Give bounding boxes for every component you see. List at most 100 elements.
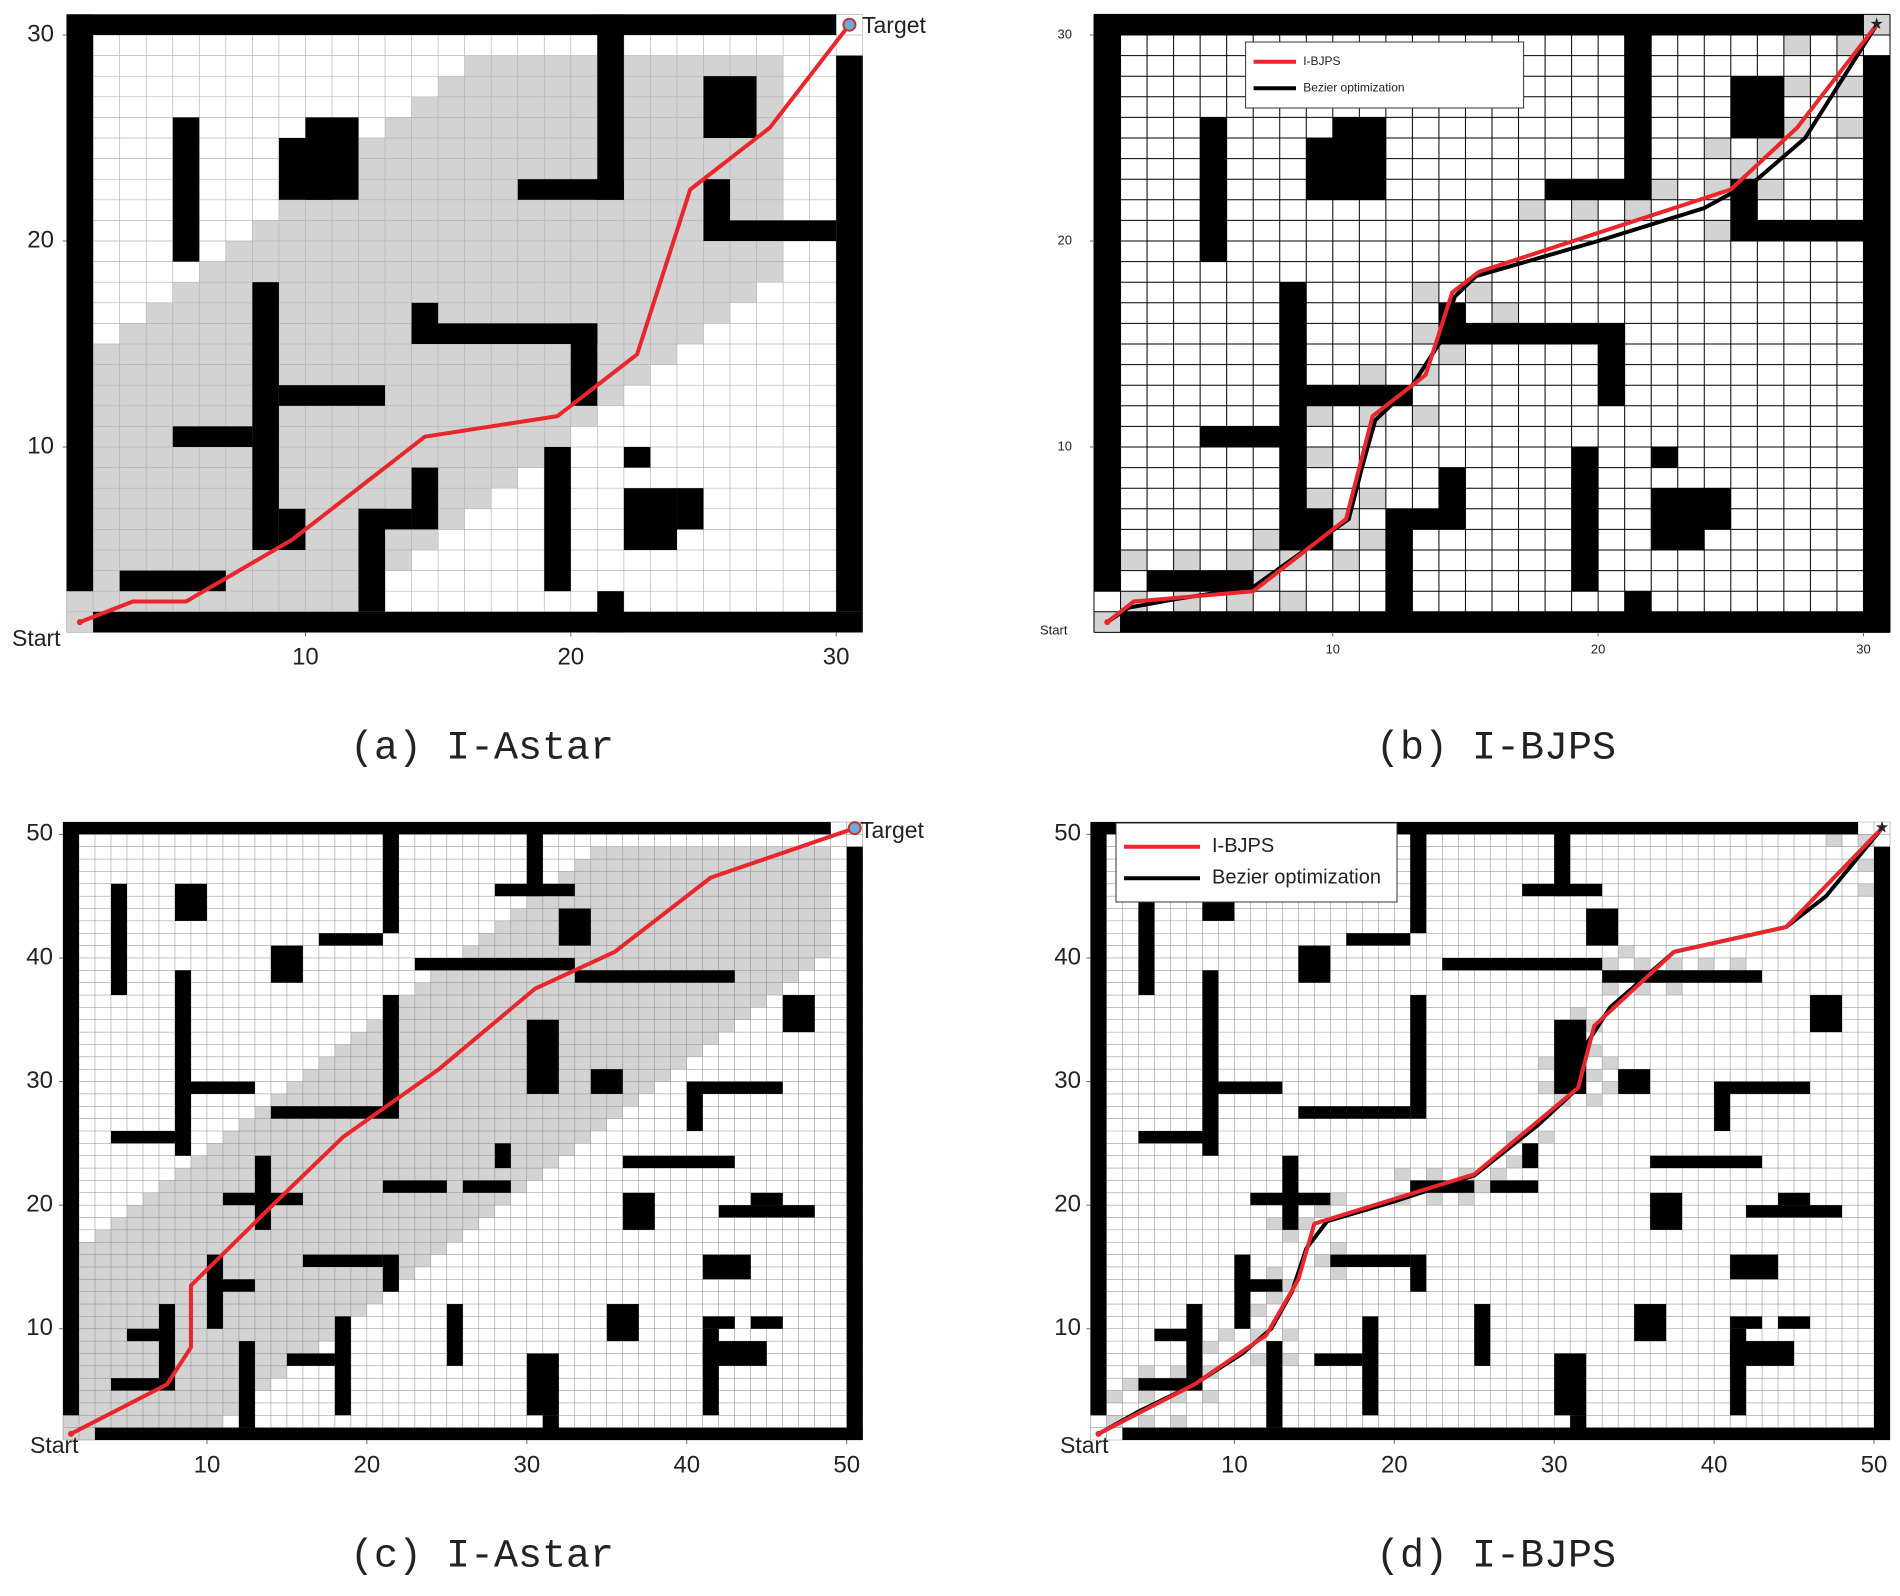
explored-cell — [766, 945, 783, 958]
explored-cell — [718, 846, 735, 860]
path-line — [1097, 826, 1884, 1436]
obstacle — [494, 1143, 511, 1169]
explored-cell — [142, 1217, 159, 1230]
explored-cell — [597, 220, 624, 241]
target-marker — [842, 17, 857, 32]
obstacle — [414, 957, 575, 971]
y-tick-label: 40 — [26, 943, 53, 970]
explored-cell — [305, 550, 332, 571]
explored-cell — [670, 933, 687, 946]
target-marker: ★ — [1875, 819, 1889, 836]
explored-cell — [558, 1007, 575, 1020]
explored-cell — [1282, 1328, 1299, 1342]
explored-cell — [302, 1192, 319, 1206]
obstacle — [278, 385, 386, 406]
explored-cell — [734, 982, 751, 996]
y-tick-label: 10 — [1058, 438, 1072, 453]
explored-cell — [411, 220, 439, 241]
obstacle — [174, 970, 191, 1156]
explored-cell — [270, 1341, 287, 1354]
explored-cell — [491, 261, 518, 283]
explored-cell — [638, 1019, 655, 1033]
explored-cell — [491, 344, 518, 365]
explored-cell — [278, 220, 306, 241]
explored-cell — [622, 982, 639, 996]
explored-cell — [510, 1180, 527, 1193]
explored-cell — [318, 1291, 335, 1305]
explored-cell — [814, 859, 831, 872]
explored-cell — [385, 261, 412, 283]
obstacle — [1778, 1316, 1811, 1329]
explored-cell — [385, 488, 412, 509]
explored-cell — [606, 908, 623, 921]
explored-cell — [358, 364, 386, 386]
explored-cell — [286, 1081, 303, 1094]
explored-cell — [1282, 1353, 1299, 1366]
explored-cell — [782, 871, 799, 884]
explored-cell — [366, 1019, 383, 1033]
explored-cell — [305, 241, 332, 262]
explored-cell — [1651, 179, 1678, 200]
obstacle — [270, 1106, 383, 1119]
explored-cell — [464, 96, 492, 118]
explored-cell — [350, 1155, 367, 1169]
explored-cell — [638, 846, 655, 860]
explored-cell — [366, 1168, 383, 1181]
obstacle — [558, 908, 591, 946]
obstacle — [1730, 76, 1784, 138]
explored-cell — [544, 138, 571, 159]
explored-cell — [1602, 957, 1619, 971]
obstacle — [174, 1081, 255, 1094]
explored-cell — [199, 261, 226, 283]
explored-cell — [478, 1069, 495, 1082]
explored-cell — [1120, 550, 1148, 571]
explored-cell — [146, 447, 173, 468]
x-tick-label: 20 — [1381, 1451, 1408, 1478]
explored-cell — [734, 957, 751, 971]
explored-cell — [756, 96, 784, 118]
explored-cell — [558, 871, 575, 884]
explored-cell — [574, 883, 591, 897]
explored-cell — [270, 1266, 287, 1280]
obstacle — [494, 883, 575, 897]
obstacle — [1314, 1353, 1363, 1366]
explored-cell — [142, 1402, 159, 1416]
explored-cell — [1836, 76, 1864, 97]
explored-cell — [590, 995, 607, 1008]
explored-cell — [126, 1242, 143, 1255]
explored-cell — [491, 385, 518, 406]
explored-cell — [350, 1081, 367, 1094]
explored-cell — [385, 467, 412, 489]
obstacle — [334, 1316, 351, 1416]
explored-cell — [305, 282, 332, 303]
explored-cell — [814, 920, 831, 934]
explored-cell — [478, 1118, 495, 1131]
explored-cell — [491, 426, 518, 447]
explored-cell — [446, 995, 463, 1008]
explored-cell — [174, 1192, 191, 1206]
explored-cell — [199, 385, 226, 406]
explored-cell — [542, 1118, 559, 1131]
x-tick-label: 20 — [557, 643, 584, 670]
explored-cell — [318, 1217, 335, 1230]
obstacle — [1730, 1341, 1795, 1366]
explored-cell — [238, 1266, 255, 1280]
obstacle — [623, 488, 677, 550]
explored-cell — [142, 1229, 159, 1243]
explored-cell — [491, 117, 518, 138]
explored-cell — [142, 1242, 159, 1255]
explored-cell — [78, 1341, 95, 1354]
explored-cell — [670, 957, 687, 971]
explored-cell — [686, 1007, 703, 1020]
explored-cell — [305, 220, 332, 241]
explored-cell — [331, 364, 359, 386]
explored-cell — [702, 908, 719, 921]
explored-cell — [718, 933, 735, 946]
obstacle — [462, 1180, 511, 1193]
explored-cell — [798, 908, 815, 921]
explored-cell — [597, 282, 624, 303]
explored-cell — [606, 957, 623, 971]
explored-cell — [350, 1032, 367, 1045]
explored-cell — [366, 1118, 383, 1131]
explored-cell — [331, 220, 359, 241]
